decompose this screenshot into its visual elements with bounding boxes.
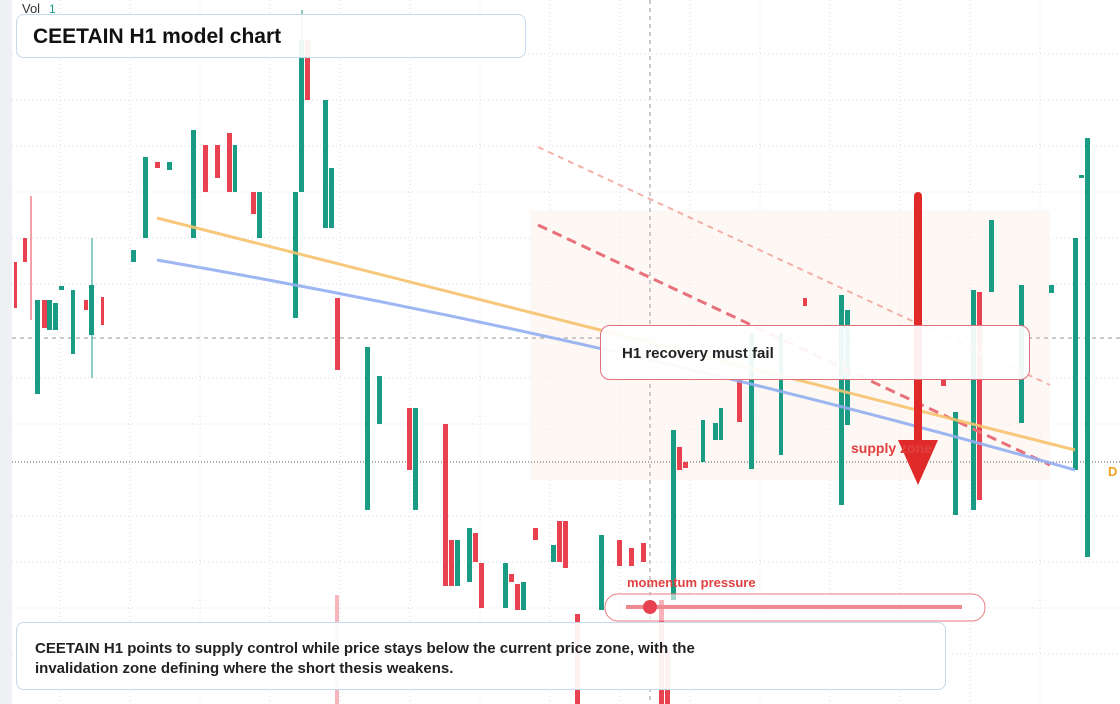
title: CEETAIN H1 model chart [16,14,526,58]
trendline-lower [537,223,1051,467]
slider-knob[interactable] [643,600,657,614]
slider-label: momentum pressure [627,575,756,590]
candles [14,10,1090,704]
edge-label: D [1108,464,1117,479]
left-gutter [0,0,12,704]
callout: H1 recovery must fail [600,325,1030,380]
zone-label: supply zone [851,440,932,456]
vol-value: 1 [49,2,56,16]
description: CEETAIN H1 points to supply control whil… [16,622,946,690]
vol-label: Vol [22,1,40,16]
description-text: CEETAIN H1 points to supply control whil… [35,640,695,677]
arrow-head [898,440,938,485]
